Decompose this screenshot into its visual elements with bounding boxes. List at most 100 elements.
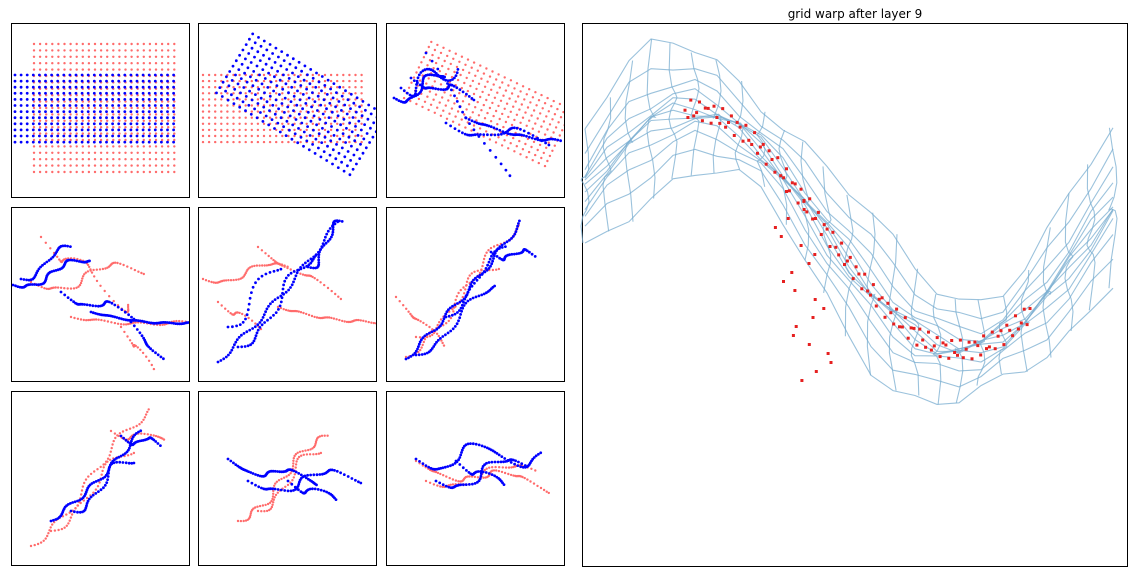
- reference-point: [563, 124, 564, 127]
- reference-point: [463, 292, 466, 295]
- reference-point: [57, 158, 60, 161]
- transformed-point: [50, 79, 53, 83]
- reference-point: [299, 79, 302, 83]
- transformed-point: [530, 252, 534, 256]
- transformed-point: [246, 479, 250, 483]
- reference-point: [289, 268, 292, 271]
- transformed-point: [461, 131, 464, 135]
- transformed-point: [242, 332, 246, 335]
- reference-point: [238, 140, 241, 144]
- reference-point: [124, 132, 127, 135]
- transformed-point: [91, 311, 95, 315]
- transformed-point: [129, 122, 133, 126]
- mesh-column-line: [668, 43, 678, 179]
- reference-point: [342, 98, 345, 101]
- transformed-point: [247, 302, 251, 306]
- transformed-point: [493, 450, 497, 454]
- reference-point: [40, 285, 43, 289]
- transformed-point: [19, 110, 23, 113]
- reference-point: [109, 429, 113, 433]
- transformed-point: [280, 102, 284, 105]
- transformed-point: [111, 140, 114, 144]
- transformed-point: [38, 128, 41, 132]
- reference-point: [439, 472, 442, 476]
- reference-point: [323, 128, 327, 132]
- reference-point: [154, 49, 158, 52]
- reference-point: [281, 92, 284, 95]
- reference-point: [249, 514, 252, 517]
- transformed-point: [523, 464, 527, 467]
- transformed-point: [250, 46, 254, 50]
- reference-point: [458, 92, 461, 95]
- reference-point: [214, 98, 217, 101]
- reference-point: [448, 112, 451, 115]
- reference-point: [160, 62, 164, 65]
- reference-point: [136, 62, 139, 65]
- transformed-point: [230, 79, 234, 82]
- reference-point: [141, 351, 145, 355]
- transformed-point: [466, 299, 470, 303]
- reference-point: [93, 68, 97, 71]
- reference-point: [508, 97, 511, 100]
- reference-point: [154, 138, 158, 142]
- reference-point: [63, 164, 66, 167]
- reference-point: [496, 123, 499, 126]
- transformed-point: [44, 104, 47, 107]
- reference-point: [540, 125, 543, 128]
- reference-point: [430, 40, 433, 44]
- reference-point: [294, 463, 298, 466]
- reference-point: [99, 465, 102, 469]
- reference-point: [407, 310, 410, 313]
- reference-point: [262, 73, 266, 77]
- transformed-point: [468, 285, 472, 289]
- transformed-point: [135, 110, 139, 113]
- transformed-point: [153, 98, 157, 101]
- reference-point: [142, 106, 145, 110]
- reference-point: [433, 80, 436, 83]
- transformed-point: [88, 303, 92, 307]
- transformed-point: [346, 98, 350, 102]
- sample-point: [903, 316, 907, 320]
- reference-point: [451, 483, 455, 486]
- reference-point: [45, 287, 48, 290]
- transformed-point: [129, 128, 133, 132]
- reference-point: [154, 164, 158, 167]
- reference-point: [354, 73, 357, 77]
- transformed-point: [439, 88, 443, 91]
- reference-point: [465, 284, 468, 287]
- reference-point: [433, 111, 436, 115]
- transformed-point: [92, 116, 96, 120]
- sample-point: [900, 325, 904, 329]
- transformed-point: [262, 53, 265, 57]
- reference-point: [130, 126, 133, 129]
- reference-point: [99, 55, 103, 58]
- transformed-point: [537, 452, 540, 456]
- reference-point: [497, 136, 500, 139]
- transformed-point: [105, 79, 108, 83]
- transformed-point: [69, 502, 72, 505]
- reference-point: [201, 86, 205, 89]
- reference-point: [258, 504, 262, 508]
- reference-point: [323, 104, 327, 107]
- reference-point: [154, 126, 158, 129]
- reference-point: [69, 68, 72, 71]
- reference-point: [112, 119, 115, 123]
- mesh-column-line: [1042, 227, 1052, 358]
- transformed-point: [86, 79, 90, 83]
- reference-point: [100, 473, 103, 476]
- transformed-point: [172, 116, 176, 120]
- reference-point: [500, 144, 504, 147]
- sample-point: [924, 345, 928, 349]
- reference-point: [277, 479, 281, 482]
- transformed-point: [80, 134, 84, 138]
- mesh-column-line: [734, 80, 744, 170]
- reference-point: [238, 98, 241, 101]
- reference-point: [293, 73, 296, 77]
- transformed-point: [414, 353, 418, 357]
- transformed-point: [297, 112, 301, 116]
- transformed-point: [419, 71, 423, 74]
- transformed-point: [456, 302, 459, 305]
- transformed-point: [160, 110, 163, 113]
- sample-point: [1014, 314, 1017, 318]
- reference-point: [489, 246, 493, 250]
